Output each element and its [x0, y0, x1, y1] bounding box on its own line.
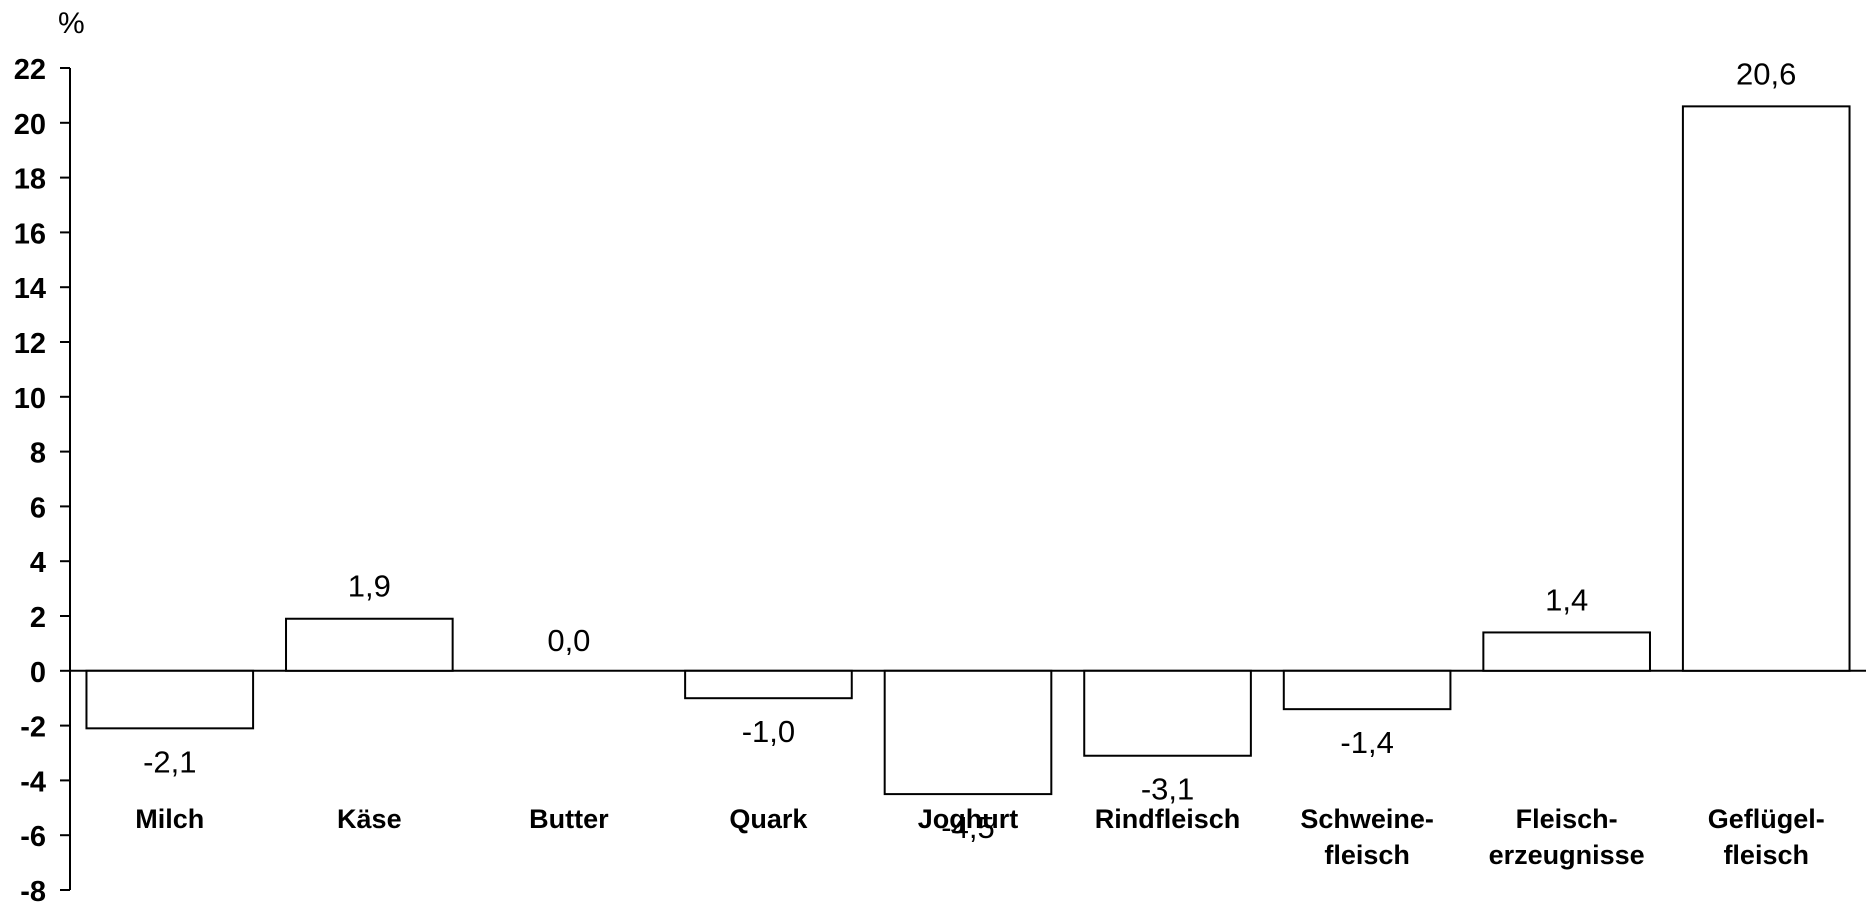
- category-label: fleisch: [1723, 840, 1809, 870]
- data-label: -4,5: [941, 810, 994, 845]
- category-label: Fleisch-: [1516, 804, 1618, 834]
- y-tick-label: 22: [14, 54, 46, 86]
- category-label: Schweine-: [1300, 804, 1434, 834]
- y-tick-label: 10: [14, 383, 46, 415]
- y-tick-label: 16: [14, 218, 46, 250]
- y-tick-label: 0: [30, 657, 46, 689]
- data-label: 0,0: [547, 623, 590, 658]
- y-tick-label: 6: [30, 492, 46, 524]
- y-tick-label: 2: [30, 602, 46, 634]
- bar: [1482, 631, 1651, 672]
- category-label: Rindfleisch: [1095, 804, 1241, 834]
- y-tick-label: 14: [14, 273, 46, 305]
- value-labels: -2,1 1,9 0,0 -1,0 -4,5 -3,1 -1,4 1,4 20,6: [143, 56, 1796, 845]
- data-label: 1,9: [348, 569, 391, 604]
- category-label: Milch: [135, 804, 204, 834]
- category-label: Butter: [529, 804, 609, 834]
- category-label: Quark: [729, 804, 808, 834]
- y-tick-label: -2: [20, 712, 46, 744]
- bar: [883, 669, 1053, 796]
- y-unit-label: %: [58, 7, 85, 40]
- data-label: -2,1: [143, 744, 196, 779]
- bar: [85, 669, 255, 730]
- category-label: Geflügel-: [1708, 804, 1825, 834]
- category-label: erzeugnisse: [1489, 840, 1645, 870]
- category-labels: Milch Käse Butter Quark Joghurt Rindfleisch Sc…: [135, 804, 1824, 870]
- y-tick-label: 12: [14, 328, 46, 360]
- data-label: 20,6: [1736, 56, 1796, 91]
- bars: [85, 105, 1851, 796]
- y-tick-label: 4: [30, 547, 46, 579]
- data-label: -3,1: [1141, 772, 1194, 807]
- y-tick-label: -4: [20, 766, 46, 798]
- y-tick-label: -8: [20, 876, 46, 908]
- data-label: -1,4: [1340, 725, 1393, 760]
- data-label: -1,0: [742, 714, 795, 749]
- category-label: fleisch: [1324, 840, 1410, 870]
- category-label: Joghurt: [918, 804, 1019, 834]
- bar: [1681, 105, 1851, 672]
- bar: [1282, 669, 1452, 711]
- data-label: 1,4: [1545, 582, 1588, 617]
- y-tick-label: 20: [14, 109, 46, 141]
- y-tick-label: -6: [20, 821, 46, 853]
- bar: [285, 617, 454, 672]
- y-tick-label: 8: [30, 438, 46, 470]
- bar: [1083, 669, 1252, 757]
- category-label: Käse: [337, 804, 402, 834]
- y-tick-label: 18: [14, 164, 46, 196]
- bar: [684, 669, 853, 700]
